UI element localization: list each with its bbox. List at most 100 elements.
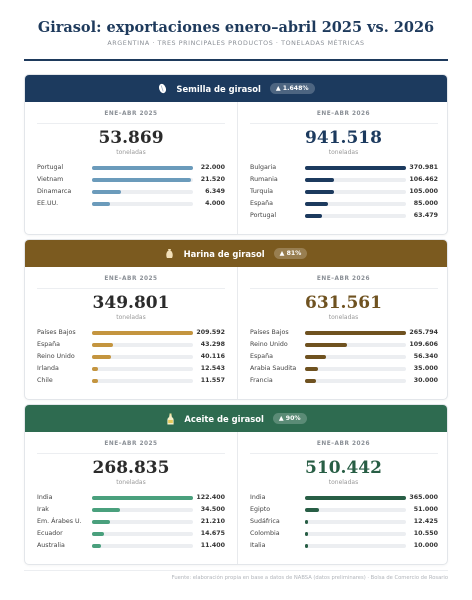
- bar-value-label: 85.000: [413, 200, 438, 207]
- period-panels: ENE–ABR 2025 349.801 toneladas Países Bajos…: [25, 267, 447, 399]
- destination-bar-list: Países Bajos 209.592 España 43.298 Reino Uni…: [37, 327, 225, 387]
- country-label: Portugal: [37, 164, 64, 171]
- bar: [305, 201, 329, 206]
- bar-value-label: 56.340: [413, 353, 438, 360]
- bar-track: [92, 519, 193, 524]
- bar-row: Reino Unido 40.116: [37, 351, 225, 363]
- bar: [305, 366, 319, 371]
- country-label: Irak: [37, 506, 49, 513]
- bar-value-label: 11.557: [200, 377, 225, 384]
- bar: [305, 495, 406, 500]
- country-label: Australia: [37, 542, 65, 549]
- bar-track: [305, 213, 406, 218]
- country-label: Países Bajos: [37, 329, 76, 336]
- period-label: ENE–ABR 2026: [316, 111, 371, 117]
- period-divider: [37, 453, 225, 454]
- bar: [305, 507, 320, 512]
- period-panel-2026: ENE–ABR 2026 510.442 toneladas India 365.000…: [237, 432, 447, 564]
- unit-label: toneladas: [116, 149, 146, 156]
- bar-value-label: 35.000: [413, 365, 438, 372]
- bar: [305, 519, 309, 524]
- bar-track: [305, 201, 406, 206]
- product-card-semilla: Semilla de girasol ▲ 1.648% ENE–ABR 2025 53…: [24, 74, 448, 235]
- oil-bottle-icon: [165, 413, 175, 425]
- bar: [92, 165, 193, 170]
- bar-row: Egipto 51.000: [250, 504, 438, 516]
- destination-bar-list: India 122.400 Irak 34.500 Em. Árabes U. 21.21…: [37, 492, 225, 552]
- bar-track: [92, 330, 193, 335]
- country-label: EE.UU.: [37, 200, 59, 207]
- bar-track: [305, 366, 406, 371]
- bar-track: [305, 177, 406, 182]
- bar-track: [92, 201, 193, 206]
- bar: [305, 531, 308, 536]
- bar-value-label: 370.981: [409, 164, 438, 171]
- bar: [305, 213, 323, 218]
- period-panels: ENE–ABR 2025 53.869 toneladas Portugal 22.00…: [25, 102, 447, 234]
- country-label: Países Bajos: [250, 329, 289, 336]
- bar-value-label: 21.210: [200, 518, 225, 525]
- bar-value-label: 105.000: [409, 188, 438, 195]
- bar-track: [92, 342, 193, 347]
- bar: [92, 495, 193, 500]
- bar-value-label: 12.543: [200, 365, 225, 372]
- bar: [305, 378, 317, 383]
- country-label: Em. Árabes U.: [37, 518, 82, 525]
- unit-label: toneladas: [328, 314, 359, 321]
- change-badge: ▲ 1.648%: [269, 83, 315, 94]
- country-label: Ecuador: [37, 530, 63, 537]
- country-label: Reino Unido: [37, 353, 75, 360]
- bar-track: [92, 378, 193, 383]
- bar-row: Arabia Saudita 35.000: [250, 363, 438, 375]
- country-label: Turquía: [250, 188, 273, 195]
- bar-track: [305, 342, 406, 347]
- header-divider: [24, 59, 448, 61]
- bar-row: EE.UU. 4.000: [37, 198, 225, 210]
- country-label: España: [250, 353, 273, 360]
- bar-row: España 56.340: [250, 351, 438, 363]
- bar-value-label: 51.000: [413, 506, 438, 513]
- bar-value-label: 30.000: [413, 377, 438, 384]
- country-label: Italia: [250, 542, 266, 549]
- country-label: Vietnam: [37, 176, 64, 183]
- bar-value-label: 63.479: [413, 212, 438, 219]
- bar-track: [92, 507, 193, 512]
- period-label: ENE–ABR 2025: [104, 441, 158, 447]
- product-name: Semilla de girasol: [176, 83, 261, 94]
- product-card-harina: Harina de girasol ▲ 81% ENE–ABR 2025 349.80…: [24, 239, 448, 400]
- bar: [305, 543, 308, 548]
- bar-track: [305, 330, 406, 335]
- period-total: 268.835: [92, 458, 170, 478]
- bar-row: Turquía 105.000: [250, 186, 438, 198]
- bar-value-label: 14.675: [200, 530, 225, 537]
- bar: [92, 201, 111, 206]
- product-header: Harina de girasol ▲ 81%: [25, 240, 447, 267]
- destination-bar-list: Países Bajos 265.794 Reino Unido 109.606 Esp…: [250, 327, 438, 387]
- unit-label: toneladas: [328, 149, 359, 156]
- unit-label: toneladas: [328, 479, 359, 486]
- country-label: India: [250, 494, 266, 501]
- bar-row: Países Bajos 209.592: [37, 327, 225, 339]
- bar-track: [305, 543, 406, 548]
- period-label: ENE–ABR 2025: [104, 111, 158, 117]
- bar-row: India 122.400: [37, 492, 225, 504]
- destination-bar-list: Portugal 22.000 Vietnam 21.520 Dinamarca 6.34…: [37, 162, 225, 210]
- bar-track: [305, 378, 406, 383]
- bar: [305, 354, 327, 359]
- bar: [92, 342, 113, 347]
- country-label: Chile: [37, 377, 53, 384]
- bar-value-label: 122.400: [196, 494, 225, 501]
- country-label: Dinamarca: [37, 188, 72, 195]
- product-header: Semilla de girasol ▲ 1.648%: [25, 75, 447, 102]
- bar-row: Em. Árabes U. 21.210: [37, 516, 225, 528]
- period-label: ENE–ABR 2026: [316, 276, 371, 282]
- unit-label: toneladas: [116, 314, 146, 321]
- bar-value-label: 6.349: [205, 188, 225, 195]
- bar-value-label: 109.606: [409, 341, 438, 348]
- period-panel-2025: ENE–ABR 2025 349.801 toneladas Países Bajos…: [25, 267, 237, 399]
- bar: [92, 543, 102, 548]
- destination-bar-list: Bulgaria 370.981 Rumania 106.462 Turquía 105.…: [250, 162, 438, 222]
- country-label: España: [37, 341, 60, 348]
- bar-row: India 365.000: [250, 492, 438, 504]
- period-label: ENE–ABR 2025: [104, 276, 158, 282]
